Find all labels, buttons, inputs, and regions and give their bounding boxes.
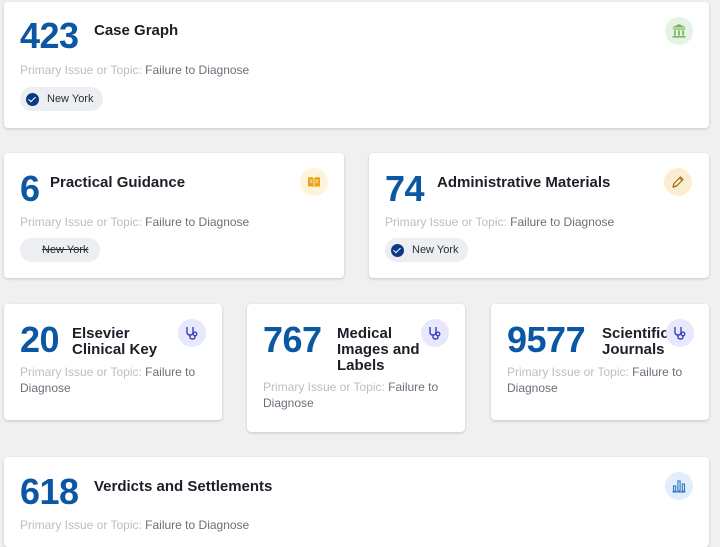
result-count: 74 [385,168,425,209]
result-count: 20 [20,319,60,360]
result-count: 767 [263,319,322,360]
primary-topic-label: Primary Issue or Topic: [263,380,385,394]
stethoscope-icon [421,319,449,347]
primary-topic-label: Primary Issue or Topic: [20,365,142,379]
primary-topic: Primary Issue or Topic: Failure to Diagn… [20,517,249,533]
primary-topic: Primary Issue or Topic: Failure to Diagn… [507,364,697,396]
result-card-administrative-materials[interactable]: 74 Administrative Materials Primary Issu… [369,153,709,278]
primary-topic: Primary Issue or Topic: Failure to Diagn… [385,214,614,230]
result-title: Elsevier Clinical Key [72,325,158,358]
result-card-scientific-journals[interactable]: 9577 Scientific Journals Primary Issue o… [491,304,709,420]
result-title: Administrative Materials [437,174,611,191]
result-card-practical-guidance[interactable]: 6 Practical Guidance Primary Issue or To… [4,153,344,278]
primary-topic-label: Primary Issue or Topic: [507,365,629,379]
primary-topic-value: Failure to Diagnose [507,365,683,395]
primary-topic-value: Failure to Diagnose [145,215,250,229]
courthouse-icon [665,17,693,45]
primary-topic: Primary Issue or Topic: Failure to Diagn… [20,214,249,230]
filter-chip-new-york-excluded[interactable]: New York [20,238,101,262]
primary-topic-label: Primary Issue or Topic: [20,518,142,532]
primary-topic-value: Failure to Diagnose [145,518,250,532]
check-circle-icon [26,92,39,106]
pen-icon [664,168,692,196]
result-card-case-graph[interactable]: 423 Case Graph Primary Issue or Topic: F… [4,2,709,128]
result-count: 618 [20,471,79,512]
result-title: Case Graph [94,22,179,39]
result-title: Practical Guidance [50,174,186,191]
bar-chart-icon [665,472,693,500]
filter-chip-new-york[interactable]: New York [20,87,104,111]
check-circle-icon [391,243,404,257]
book-icon [300,168,328,196]
result-card-elsevier-clinical-key[interactable]: 20 Elsevier Clinical Key Primary Issue o… [4,304,222,420]
primary-topic-label: Primary Issue or Topic: [20,215,142,229]
primary-topic-value: Failure to Diagnose [510,215,615,229]
result-count: 9577 [507,319,586,360]
stethoscope-icon [666,319,694,347]
primary-topic-value: Failure to Diagnose [20,365,196,395]
primary-topic-label: Primary Issue or Topic: [385,215,507,229]
result-title: Scientific Journals [602,326,669,358]
primary-topic-label: Primary Issue or Topic: [20,63,142,77]
primary-topic: Primary Issue or Topic: Failure to Diagn… [263,379,453,411]
stethoscope-icon [178,319,206,347]
primary-topic: Primary Issue or Topic: Failure to Diagn… [20,62,249,78]
result-count: 6 [20,168,40,209]
result-title: Medical Images and Labels [337,325,420,374]
result-card-verdicts-and-settlements[interactable]: 618 Verdicts and Settlements Primary Iss… [4,457,709,547]
result-count: 423 [20,15,79,56]
filter-chip-new-york[interactable]: New York [385,238,469,262]
primary-topic-value: Failure to Diagnose [263,380,439,410]
primary-topic: Primary Issue or Topic: Failure to Diagn… [20,364,210,396]
primary-topic-value: Failure to Diagnose [145,63,250,77]
result-title: Verdicts and Settlements [94,478,273,495]
result-card-medical-images-and-labels[interactable]: 767 Medical Images and Labels Primary Is… [247,304,465,432]
